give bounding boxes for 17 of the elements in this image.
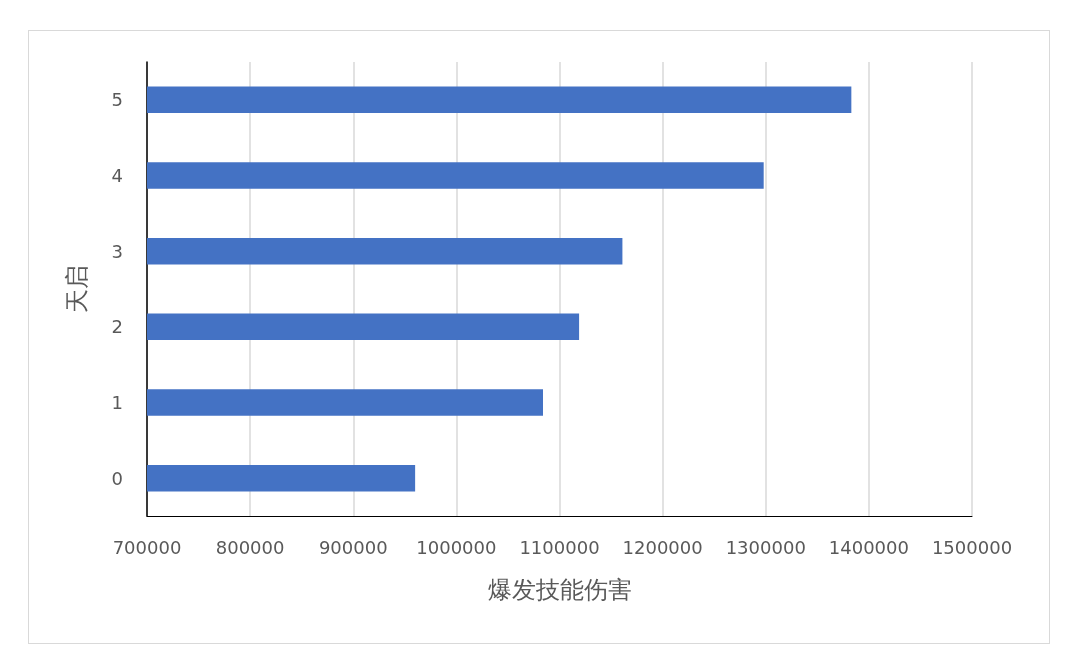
- x-tick-label: 900000: [318, 536, 388, 558]
- x-axis-title: 爆发技能伤害: [487, 576, 632, 604]
- y-tick-label: 1: [111, 392, 123, 413]
- x-tick-label: 700000: [112, 536, 182, 558]
- x-tick-label: 800000: [215, 536, 285, 558]
- x-tick-label: 1400000: [828, 536, 909, 558]
- x-tick-label: 1000000: [416, 536, 497, 558]
- x-tick-label: 1200000: [622, 536, 703, 558]
- x-tick-label: 1300000: [725, 536, 806, 558]
- y-tick-label: 3: [111, 240, 123, 262]
- y-tick-label: 5: [111, 89, 123, 111]
- y-axis-title: 天启: [63, 265, 91, 313]
- y-tick-label: 4: [111, 165, 123, 186]
- y-tick-label: 0: [111, 467, 123, 489]
- x-tick-label: 1100000: [519, 536, 600, 558]
- y-tick-label: 2: [111, 316, 123, 338]
- x-tick-label: 1500000: [931, 536, 1013, 558]
